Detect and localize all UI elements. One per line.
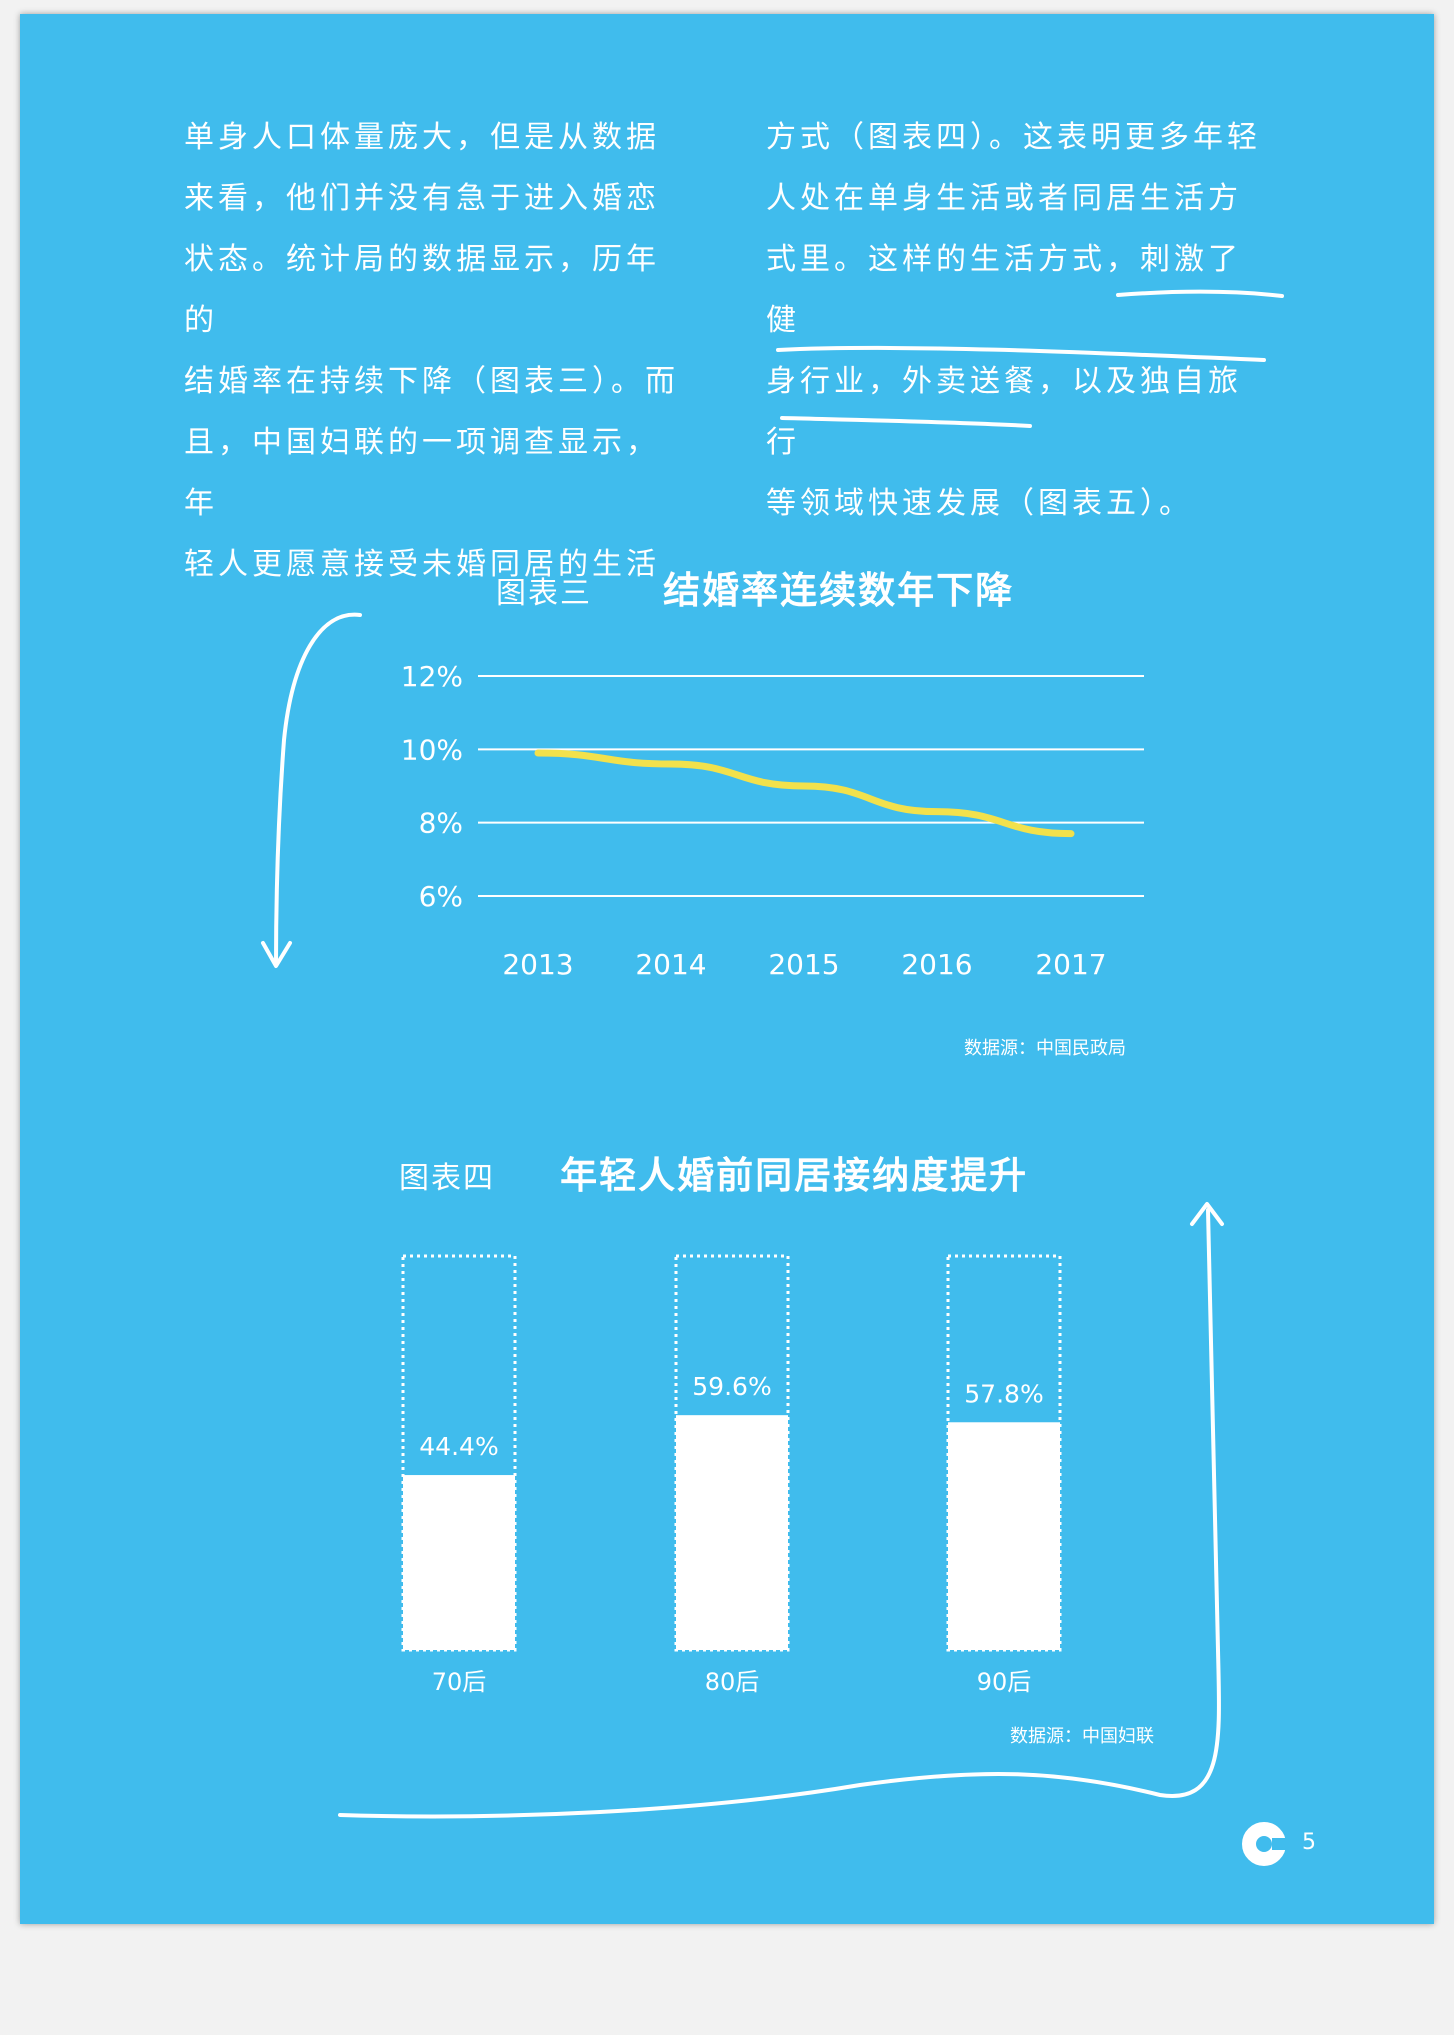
arrow-down-icon — [274, 612, 362, 967]
underline-3 — [780, 416, 1032, 428]
bar — [948, 1422, 1060, 1650]
left-line: 状态。统计局的数据显示，历年的 — [184, 242, 660, 338]
bar-chart: 44.4% 70后 59.6% 80后 57.8% 90后 — [401, 1254, 1062, 1696]
chart3-label: 图表三 — [496, 576, 592, 611]
x-tick-label: 2015 — [768, 948, 839, 981]
logo-icon — [1242, 1822, 1292, 1866]
chart3-heading: 图表三 结婚率连续数年下降 — [496, 560, 1014, 614]
bar — [403, 1475, 515, 1650]
arrow-up-head — [1190, 1202, 1224, 1226]
chart4-heading: 图表四 年轻人婚前同居接纳度提升 — [399, 1145, 1028, 1199]
line-chart: 12% 10% 8% 6% 2013 2014 2015 2016 2017 — [401, 660, 1144, 981]
underline-1 — [1116, 289, 1284, 298]
right-line: 式里。这样的生活方式，刺激了健 — [766, 242, 1242, 338]
y-tick-label: 6% — [419, 880, 463, 913]
right-line: 人处在单身生活或者同居生活方 — [766, 181, 1242, 216]
left-line: 来看，他们并没有急于进入婚恋 — [184, 181, 660, 216]
y-tick-label: 10% — [401, 733, 463, 766]
left-line: 结婚率在持续下降（图表三）。而 — [184, 364, 679, 399]
category-label: 90后 — [977, 1668, 1032, 1696]
y-tick-label: 8% — [419, 807, 463, 840]
category-label: 70后 — [432, 1668, 487, 1696]
chart3-title: 结婚率连续数年下降 — [663, 569, 1015, 612]
body-text-right: 方式（图表四）。这表明更多年轻 人处在单身生活或者同居生活方式里。这样的生活方式，… — [766, 107, 1266, 534]
bar-value-label: 44.4% — [419, 1432, 498, 1461]
x-tick-label: 2016 — [901, 948, 972, 981]
x-tick-label: 2014 — [635, 948, 706, 981]
bar-value-label: 59.6% — [692, 1372, 771, 1401]
x-tick-label: 2013 — [502, 948, 573, 981]
series-line — [534, 749, 1075, 838]
category-label: 80后 — [705, 1668, 760, 1696]
bar-value-label: 57.8% — [964, 1379, 1043, 1408]
page-number: 5 — [1302, 1830, 1316, 1855]
arrow-up-icon — [338, 1208, 1221, 1819]
left-line: 且，中国妇联的一项调查显示，年 — [184, 425, 660, 521]
arrow-down-head — [261, 941, 292, 968]
right-line: 等领域快速发展（图表五）。 — [766, 486, 1193, 521]
left-line: 单身人口体量庞大，但是从数据 — [184, 120, 660, 155]
right-line: 方式（图表四）。这表明更多年轻 — [766, 120, 1261, 155]
body-text-left: 单身人口体量庞大，但是从数据 来看，他们并没有急于进入婚恋状态。统计局的数据显示，… — [184, 107, 684, 595]
right-line: 身行业，外卖送餐，以及独自旅行 — [766, 364, 1242, 460]
left-line: 轻人更愿意接受未婚同居的生活 — [184, 547, 660, 582]
chart4-title: 年轻人婚前同居接纳度提升 — [560, 1154, 1029, 1197]
bar — [676, 1415, 788, 1650]
chart4-source: 数据源：中国妇联 — [1010, 1726, 1154, 1747]
chart4-label: 图表四 — [399, 1161, 495, 1196]
y-tick-label: 12% — [401, 660, 463, 693]
chart3-source: 数据源：中国民政局 — [964, 1038, 1126, 1059]
underline-2 — [776, 345, 1266, 362]
x-tick-label: 2017 — [1035, 948, 1106, 981]
